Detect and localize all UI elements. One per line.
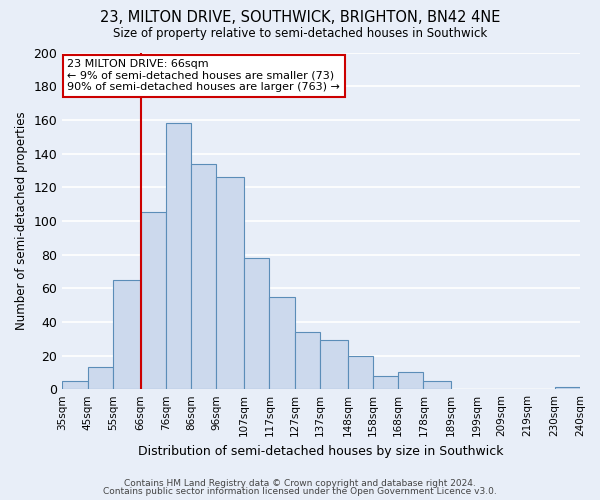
Bar bbox=[424, 381, 451, 389]
Bar bbox=[217, 177, 244, 389]
Text: Size of property relative to semi-detached houses in Southwick: Size of property relative to semi-detach… bbox=[113, 28, 487, 40]
Text: Contains HM Land Registry data © Crown copyright and database right 2024.: Contains HM Land Registry data © Crown c… bbox=[124, 478, 476, 488]
Bar bbox=[320, 340, 347, 389]
Bar bbox=[191, 164, 217, 389]
Text: 23, MILTON DRIVE, SOUTHWICK, BRIGHTON, BN42 4NE: 23, MILTON DRIVE, SOUTHWICK, BRIGHTON, B… bbox=[100, 10, 500, 25]
Bar bbox=[166, 123, 191, 389]
Bar bbox=[398, 372, 424, 389]
Bar bbox=[373, 376, 398, 389]
X-axis label: Distribution of semi-detached houses by size in Southwick: Distribution of semi-detached houses by … bbox=[139, 444, 504, 458]
Bar bbox=[244, 258, 269, 389]
Text: Contains public sector information licensed under the Open Government Licence v3: Contains public sector information licen… bbox=[103, 487, 497, 496]
Bar bbox=[269, 296, 295, 389]
Bar bbox=[88, 368, 113, 389]
Y-axis label: Number of semi-detached properties: Number of semi-detached properties bbox=[15, 112, 28, 330]
Bar bbox=[140, 212, 166, 389]
Text: 23 MILTON DRIVE: 66sqm
← 9% of semi-detached houses are smaller (73)
90% of semi: 23 MILTON DRIVE: 66sqm ← 9% of semi-deta… bbox=[67, 59, 340, 92]
Bar bbox=[347, 356, 373, 389]
Bar bbox=[555, 388, 580, 389]
Bar bbox=[62, 381, 88, 389]
Bar bbox=[113, 280, 140, 389]
Bar bbox=[295, 332, 320, 389]
